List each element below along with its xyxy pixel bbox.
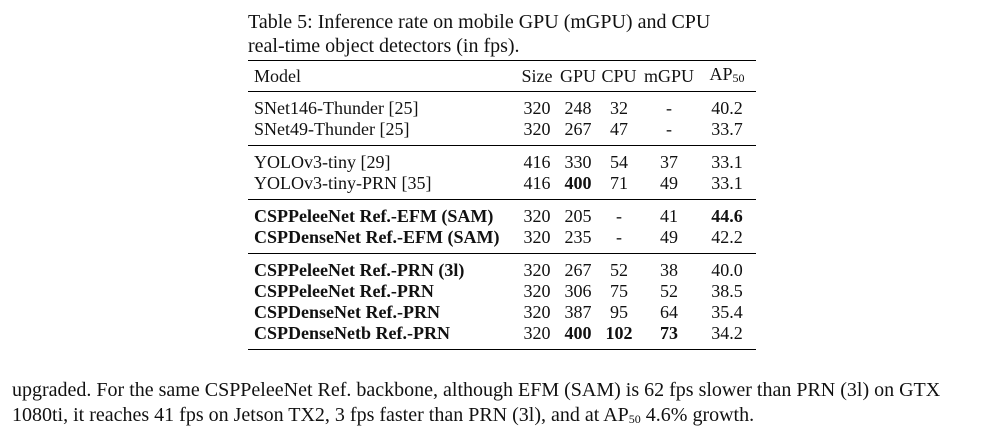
cell-size: 320 xyxy=(523,323,551,343)
cell-size: 320 xyxy=(523,206,551,226)
header-mgpu: mGPU xyxy=(643,66,694,86)
table-header-row: Model Size GPU CPU mGPU AP50 xyxy=(248,60,756,92)
cell-gpu: 387 xyxy=(564,302,592,322)
table-row: YOLOv3-tiny [29] 416 330 54 37 33.1 xyxy=(248,145,756,174)
cell-ap50: 33.1 xyxy=(711,173,743,193)
cell-gpu: 248 xyxy=(564,98,592,118)
cell-cpu: 54 xyxy=(610,152,628,172)
cell-model: CSPPeleeNet Ref.-PRN (3l) xyxy=(254,260,465,280)
cell-model: SNet49-Thunder [25] xyxy=(254,119,410,139)
cell-mgpu: 41 xyxy=(660,206,678,226)
body-line-2-part-a: 1080ti, it reaches 41 fps on Jetson TX2,… xyxy=(12,404,629,426)
cell-ap50: 38.5 xyxy=(711,281,743,301)
cell-mgpu: 49 xyxy=(660,173,678,193)
body-ap-subscript: 50 xyxy=(628,412,641,426)
body-line-2: 1080ti, it reaches 41 fps on Jetson TX2,… xyxy=(12,403,992,432)
cell-cpu: 47 xyxy=(610,119,628,139)
caption-line-1: Table 5: Inference rate on mobile GPU (m… xyxy=(248,11,711,33)
cell-gpu: 330 xyxy=(564,152,592,172)
cell-cpu: 52 xyxy=(610,260,628,280)
cell-model: CSPPeleeNet Ref.-PRN xyxy=(254,281,434,301)
cell-mgpu: - xyxy=(666,98,672,118)
cell-cpu: 102 xyxy=(605,323,633,343)
cell-size: 320 xyxy=(523,98,551,118)
cell-ap50: 33.7 xyxy=(711,119,743,139)
cell-size: 320 xyxy=(523,302,551,322)
cell-ap50: 34.2 xyxy=(711,323,743,343)
cell-model: CSPDenseNetb Ref.-PRN xyxy=(254,323,450,343)
cell-size: 416 xyxy=(523,152,551,172)
body-paragraph: upgraded. For the same CSPPeleeNet Ref. … xyxy=(12,378,992,432)
cell-gpu: 205 xyxy=(564,206,592,226)
table-row: CSPDenseNet Ref.-EFM (SAM) 320 235 - 49 … xyxy=(248,227,756,254)
cell-gpu: 235 xyxy=(564,227,592,247)
header-cpu: CPU xyxy=(601,66,637,86)
cell-mgpu: 38 xyxy=(660,260,678,280)
header-model: Model xyxy=(254,66,301,86)
table-row: YOLOv3-tiny-PRN [35] 416 400 71 49 33.1 xyxy=(248,173,756,200)
cell-model: YOLOv3-tiny-PRN [35] xyxy=(254,173,432,193)
cell-cpu: - xyxy=(616,227,622,247)
cell-mgpu: 49 xyxy=(660,227,678,247)
body-line-2-part-b: 4.6% growth. xyxy=(640,404,755,426)
cell-mgpu: 64 xyxy=(660,302,678,322)
cell-size: 320 xyxy=(523,260,551,280)
cell-gpu: 267 xyxy=(564,260,592,280)
cell-size: 320 xyxy=(523,281,551,301)
table-row: CSPPeleeNet Ref.-PRN (3l) 320 267 52 38 … xyxy=(248,253,756,282)
header-ap-subscript: 50 xyxy=(732,71,745,85)
cell-model: SNet146-Thunder [25] xyxy=(254,98,419,118)
cell-cpu: 71 xyxy=(610,173,628,193)
cell-cpu: 75 xyxy=(610,281,628,301)
cell-mgpu: 52 xyxy=(660,281,678,301)
table-row: CSPPeleeNet Ref.-PRN 320 306 75 52 38.5 xyxy=(248,281,756,302)
cell-mgpu: 73 xyxy=(660,323,678,343)
table-row: SNet49-Thunder [25] 320 267 47 - 33.7 xyxy=(248,119,756,146)
cell-model: CSPPeleeNet Ref.-EFM (SAM) xyxy=(254,206,494,226)
cell-ap50: 44.6 xyxy=(711,206,743,226)
cell-gpu: 400 xyxy=(564,173,592,193)
table-row: CSPDenseNet Ref.-PRN 320 387 95 64 35.4 xyxy=(248,302,756,323)
cell-model: CSPDenseNet Ref.-PRN xyxy=(254,302,440,322)
cell-size: 320 xyxy=(523,227,551,247)
cell-mgpu: - xyxy=(666,119,672,139)
cell-gpu: 400 xyxy=(564,323,592,343)
cell-size: 320 xyxy=(523,119,551,139)
table-row: CSPPeleeNet Ref.-EFM (SAM) 320 205 - 41 … xyxy=(248,199,756,228)
cell-mgpu: 37 xyxy=(660,152,678,172)
cell-model: CSPDenseNet Ref.-EFM (SAM) xyxy=(254,227,500,247)
cell-ap50: 40.0 xyxy=(711,260,743,280)
cell-cpu: 32 xyxy=(610,98,628,118)
results-table-container: Model Size GPU CPU mGPU AP50 SNet146-Thu… xyxy=(248,60,756,350)
table-row: CSPDenseNetb Ref.-PRN 320 400 102 73 34.… xyxy=(248,323,756,350)
cell-ap50: 40.2 xyxy=(711,98,743,118)
cell-model: YOLOv3-tiny [29] xyxy=(254,152,391,172)
cell-cpu: - xyxy=(616,206,622,226)
cell-ap50: 42.2 xyxy=(711,227,743,247)
cell-size: 416 xyxy=(523,173,551,193)
header-ap-main: AP xyxy=(709,64,733,84)
header-ap50: AP50 xyxy=(698,61,756,92)
cell-ap50: 35.4 xyxy=(711,302,743,322)
table-caption: Table 5: Inference rate on mobile GPU (m… xyxy=(248,10,768,58)
body-line-1: upgraded. For the same CSPPeleeNet Ref. … xyxy=(12,379,941,401)
caption-line-2: real-time object detectors (in fps). xyxy=(248,35,520,57)
cell-ap50: 33.1 xyxy=(711,152,743,172)
header-size: Size xyxy=(521,66,553,86)
table-row: SNet146-Thunder [25] 320 248 32 - 40.2 xyxy=(248,91,756,120)
cell-cpu: 95 xyxy=(610,302,628,322)
cell-gpu: 306 xyxy=(564,281,592,301)
results-table: Model Size GPU CPU mGPU AP50 SNet146-Thu… xyxy=(248,60,756,350)
cell-gpu: 267 xyxy=(564,119,592,139)
header-gpu: GPU xyxy=(559,66,596,86)
